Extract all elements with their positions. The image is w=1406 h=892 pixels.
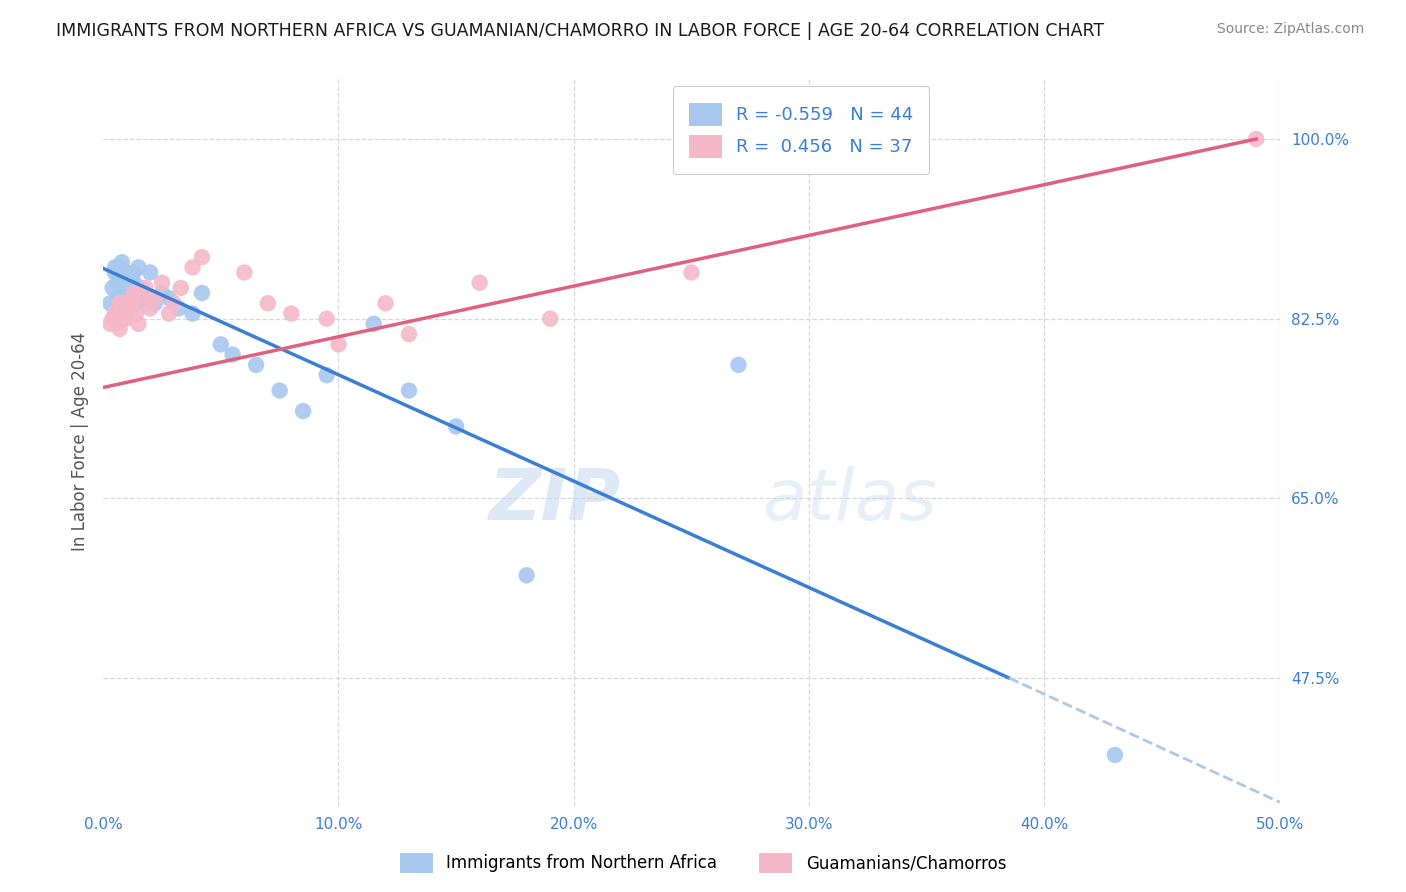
Point [1244, 132, 1267, 146]
Point [681, 265, 703, 279]
Point [98, 317, 121, 331]
Point [104, 265, 127, 279]
Point [115, 296, 138, 310]
Point [328, 337, 350, 351]
Point [105, 276, 128, 290]
Point [398, 384, 420, 398]
Point [444, 419, 467, 434]
Text: IMMIGRANTS FROM NORTHERN AFRICA VS GUAMANIAN/CHAMORRO IN LABOR FORCE | AGE 20-64: IMMIGRANTS FROM NORTHERN AFRICA VS GUAMA… [56, 22, 1104, 40]
Point [727, 358, 749, 372]
Point [108, 260, 131, 275]
Point [122, 276, 145, 290]
Point [143, 296, 166, 310]
Point [134, 296, 156, 310]
Point [101, 281, 124, 295]
Point [134, 281, 156, 295]
Point [129, 281, 152, 295]
Point [163, 296, 186, 310]
Point [104, 260, 127, 275]
Point [115, 276, 138, 290]
Text: atlas: atlas [762, 466, 936, 534]
Point [115, 265, 138, 279]
Point [98, 296, 121, 310]
Point [292, 404, 315, 418]
Point [315, 368, 337, 383]
Point [221, 348, 243, 362]
Point [132, 291, 155, 305]
Point [257, 296, 280, 310]
Point [108, 322, 131, 336]
Point [269, 384, 291, 398]
Point [101, 311, 124, 326]
Point [120, 291, 142, 305]
Point [1104, 747, 1126, 762]
Point [111, 311, 134, 326]
Point [181, 260, 204, 275]
Point [468, 276, 491, 290]
Point [104, 307, 127, 321]
Legend: Immigrants from Northern Africa, Guamanians/Chamorros: Immigrants from Northern Africa, Guamani… [394, 847, 1012, 880]
Point [122, 265, 145, 279]
Point [125, 307, 148, 321]
Point [191, 285, 214, 300]
Point [170, 281, 193, 295]
Point [122, 285, 145, 300]
Point [363, 317, 385, 331]
Point [125, 296, 148, 310]
Point [191, 250, 214, 264]
Point [118, 301, 141, 316]
Point [111, 265, 134, 279]
Point [516, 568, 538, 582]
Point [157, 307, 180, 321]
Point [280, 307, 302, 321]
Point [245, 358, 267, 372]
Point [112, 307, 135, 321]
Point [150, 285, 173, 300]
Point [157, 291, 180, 305]
Point [374, 296, 396, 310]
Point [111, 296, 134, 310]
Point [167, 301, 190, 316]
Point [118, 270, 141, 285]
Point [105, 317, 128, 331]
Y-axis label: In Labor Force | Age 20-64: In Labor Force | Age 20-64 [72, 333, 89, 551]
Point [108, 270, 131, 285]
Text: Source: ZipAtlas.com: Source: ZipAtlas.com [1216, 22, 1364, 37]
Point [150, 276, 173, 290]
Point [120, 285, 142, 300]
Point [139, 265, 162, 279]
Point [112, 296, 135, 310]
Point [120, 296, 142, 310]
Point [115, 311, 138, 326]
Point [127, 317, 149, 331]
Point [105, 291, 128, 305]
Point [112, 281, 135, 295]
Legend: R = -0.559   N = 44, R =  0.456   N = 37: R = -0.559 N = 44, R = 0.456 N = 37 [673, 87, 929, 175]
Point [233, 265, 256, 279]
Point [143, 291, 166, 305]
Point [139, 301, 162, 316]
Point [118, 281, 141, 295]
Point [111, 255, 134, 269]
Point [108, 296, 131, 310]
Point [209, 337, 232, 351]
Point [398, 327, 420, 342]
Point [127, 260, 149, 275]
Point [538, 311, 561, 326]
Point [129, 291, 152, 305]
Point [315, 311, 337, 326]
Text: ZIP: ZIP [488, 466, 621, 534]
Point [181, 307, 204, 321]
